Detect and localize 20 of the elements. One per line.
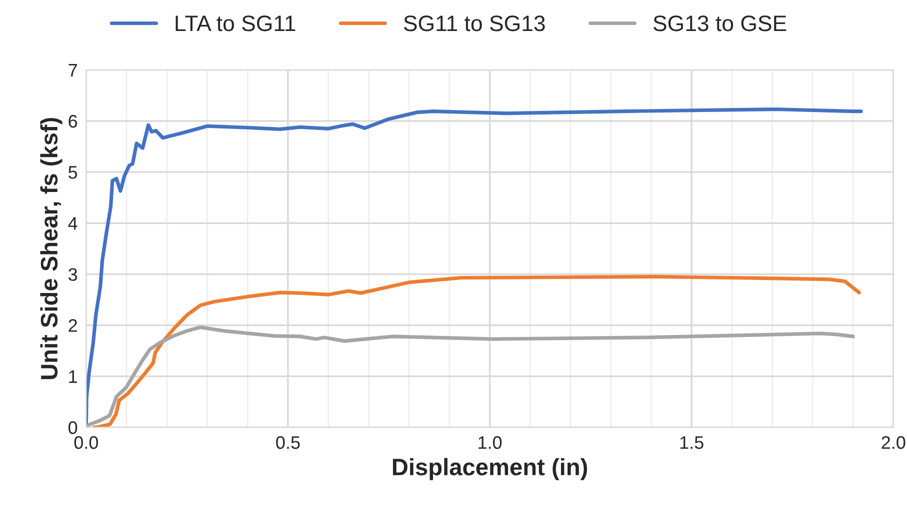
- legend-label: LTA to SG11: [176, 16, 296, 32]
- x-tick-label: 0.5: [276, 436, 300, 449]
- y-tick-label: 4: [68, 217, 78, 230]
- y-tick-label: 0: [68, 421, 78, 434]
- x-tick-label: 0.0: [74, 436, 98, 449]
- legend-label: SG11 to SG13: [404, 16, 545, 32]
- y-tick-label: 1: [69, 370, 77, 383]
- y-tick-label: 2: [68, 319, 77, 332]
- x-tick-label: 2.0: [882, 436, 906, 449]
- line-series: [92, 274, 861, 428]
- y-tick-label: 5: [68, 166, 78, 179]
- y-tick-label: 7: [68, 64, 77, 76]
- y-tick-label: 3: [68, 268, 78, 281]
- x-tick-label: 1.0: [478, 436, 502, 449]
- x-axis-title: Displacement (in): [392, 458, 588, 480]
- line-series: [86, 325, 855, 428]
- y-tick-label: 6: [68, 114, 78, 128]
- legend-label: SG13 to GSE: [653, 16, 786, 32]
- x-tick-label: 1.5: [680, 436, 704, 449]
- y-axis-title: Unit Side Shear, fs (ksf): [40, 118, 62, 380]
